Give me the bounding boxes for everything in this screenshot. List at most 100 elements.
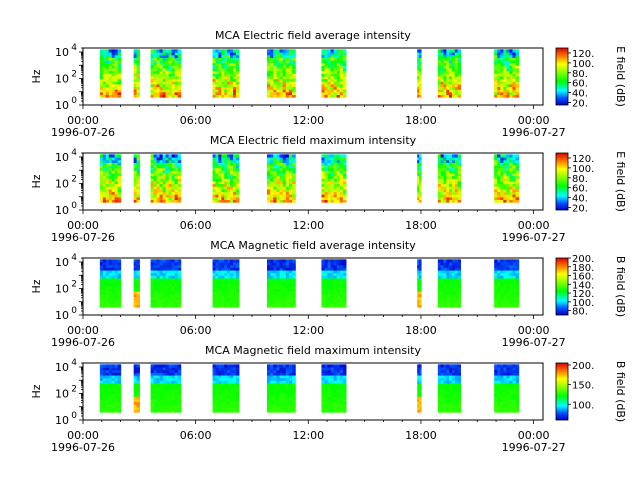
spectrogram-cell	[105, 154, 110, 158]
spectrogram-cell	[324, 372, 329, 376]
spectrogram-cell	[102, 73, 107, 77]
spectrogram-cell	[497, 398, 501, 403]
spectrogram-cell	[174, 393, 179, 397]
spectrogram-cell	[446, 183, 450, 187]
spectrogram-cell	[292, 172, 296, 177]
spectrogram-cell	[270, 296, 274, 300]
spectrogram-cell	[114, 291, 119, 295]
spectrogram-cell	[285, 275, 290, 279]
spectrogram-cell	[515, 377, 520, 381]
spectrogram-cell	[153, 183, 158, 187]
spectrogram-cell	[451, 296, 456, 300]
spectrogram-cell	[221, 291, 225, 295]
spectrogram-cell	[235, 267, 240, 271]
spectrogram-cell	[117, 49, 122, 53]
spectrogram-cell	[218, 293, 222, 298]
spectrogram-cell	[497, 285, 501, 290]
spectrogram-cell	[230, 70, 234, 74]
spectrogram-cell	[288, 390, 293, 395]
spectrogram-cell	[227, 164, 231, 169]
spectrogram-cell	[270, 299, 274, 303]
spectrogram-cell	[227, 283, 231, 287]
spectrogram-cell	[276, 293, 281, 298]
spectrogram-cell	[171, 406, 176, 410]
spectrogram-cell	[162, 409, 167, 413]
spectrogram-cell	[285, 291, 290, 295]
spectrogram-cell	[419, 191, 422, 195]
spectrogram-cell	[282, 301, 287, 305]
spectrogram-cell	[156, 167, 161, 171]
spectrogram-cell	[339, 296, 344, 300]
spectrogram-cell	[165, 275, 170, 279]
x-tick-label: 12:00	[292, 219, 324, 232]
spectrogram-cell	[233, 377, 237, 381]
spectrogram-cell	[102, 291, 107, 295]
data-segment	[133, 154, 140, 203]
spectrogram-cell	[114, 81, 119, 85]
spectrogram-cell	[336, 180, 341, 185]
spectrogram-cell	[227, 259, 231, 263]
spectrogram-cell	[162, 188, 167, 193]
spectrogram-cell	[288, 91, 293, 95]
spectrogram-cell	[105, 175, 110, 179]
spectrogram-cell	[324, 404, 329, 408]
colorbar-tick-label: 60.	[572, 184, 588, 195]
spectrogram-cell	[215, 404, 219, 408]
spectrogram-cell	[333, 293, 338, 298]
spectrogram-cell	[288, 70, 293, 74]
spectrogram-cell	[218, 393, 222, 397]
spectrogram-cell	[512, 388, 517, 392]
spectrogram-cell	[174, 54, 179, 58]
spectrogram-cell	[509, 183, 514, 187]
spectrogram-cell	[174, 380, 179, 384]
spectrogram-cell	[285, 364, 290, 368]
spectrogram-cell	[288, 81, 293, 85]
spectrogram-cell	[512, 296, 517, 300]
spectrogram-cell	[165, 299, 170, 303]
spectrogram-cell	[503, 186, 507, 190]
spectrogram-cell	[288, 283, 293, 287]
spectrogram-cell	[162, 199, 167, 203]
y-tick-label: 10	[55, 414, 69, 427]
spectrogram-cell	[417, 385, 420, 389]
spectrogram-cell	[108, 78, 113, 82]
spectrogram-cell	[503, 404, 507, 408]
spectrogram-cell	[515, 91, 520, 95]
spectrogram-cell	[218, 70, 222, 74]
spectrogram-cell	[156, 364, 161, 368]
spectrogram-cell	[99, 162, 104, 166]
spectrogram-cell	[233, 49, 237, 53]
spectrogram-cell	[512, 91, 517, 95]
spectrogram-cell	[227, 304, 231, 308]
spectrogram-cell	[457, 59, 461, 64]
spectrogram-cell	[282, 62, 287, 66]
spectrogram-cell	[417, 154, 420, 158]
spectrogram-cell	[512, 293, 517, 298]
spectrogram-cell	[235, 62, 240, 66]
spectrogram-cell	[108, 404, 113, 408]
spectrogram-cell	[288, 401, 293, 405]
spectrogram-cell	[150, 59, 155, 64]
spectrogram-cell	[227, 159, 231, 163]
spectrogram-cell	[446, 283, 450, 287]
spectrogram-cell	[117, 70, 122, 74]
spectrogram-cell	[509, 78, 514, 82]
spectrogram-cell	[279, 75, 284, 80]
spectrogram-cell	[339, 388, 344, 392]
spectrogram-cell	[171, 62, 176, 66]
spectrogram-cell	[233, 366, 237, 371]
spectrogram-cell	[156, 398, 161, 403]
spectrogram-cell	[267, 167, 271, 171]
spectrogram-cell	[171, 175, 176, 179]
spectrogram-cell	[333, 159, 338, 163]
spectrogram-cell	[270, 280, 274, 284]
spectrogram-cell	[105, 67, 110, 72]
spectrogram-cell	[133, 54, 138, 58]
x-tick-date-label: 1996-07-27	[502, 231, 566, 244]
spectrogram-cell	[279, 154, 284, 158]
spectrogram-cell	[224, 301, 228, 305]
spectrogram-cell	[235, 54, 240, 58]
spectrogram-cell	[117, 83, 122, 88]
spectrogram-cell	[270, 49, 274, 53]
spectrogram-cell	[446, 404, 450, 408]
